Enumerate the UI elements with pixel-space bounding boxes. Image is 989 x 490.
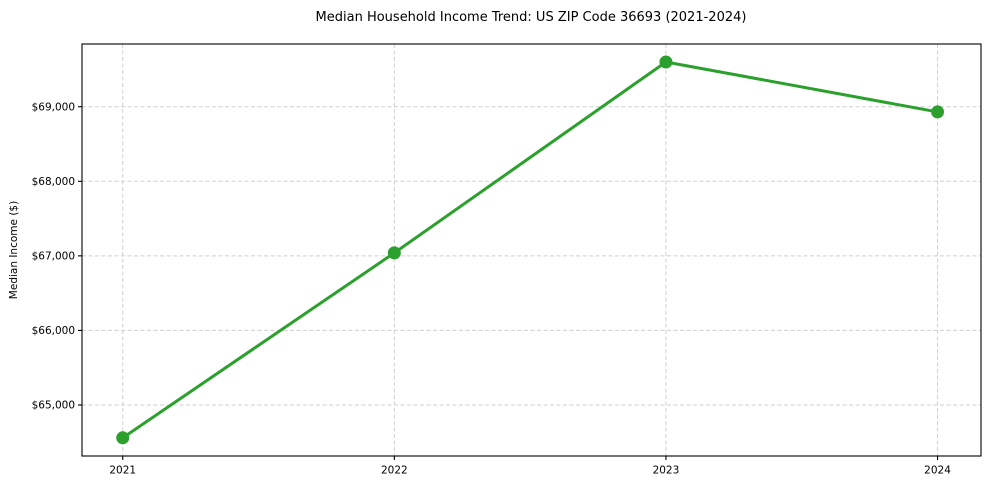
x-tick-label: 2024 bbox=[924, 465, 951, 477]
data-point bbox=[116, 431, 130, 445]
data-point bbox=[931, 105, 945, 119]
y-tick-label: $69,000 bbox=[32, 101, 75, 113]
chart-title: Median Household Income Trend: US ZIP Co… bbox=[316, 10, 747, 25]
data-point bbox=[387, 246, 401, 260]
x-tick-label: 2022 bbox=[381, 465, 408, 477]
y-axis-label: Median Income ($) bbox=[8, 201, 20, 299]
y-tick-label: $68,000 bbox=[32, 176, 75, 188]
trend-line bbox=[121, 60, 940, 440]
x-tick-label: 2023 bbox=[653, 465, 680, 477]
plot-border bbox=[81, 43, 982, 457]
y-tick-label: $66,000 bbox=[32, 325, 75, 337]
data-point bbox=[659, 55, 673, 69]
y-tick-label: $67,000 bbox=[32, 251, 75, 263]
x-tick-label: 2021 bbox=[109, 465, 136, 477]
y-tick-label: $65,000 bbox=[32, 400, 75, 412]
